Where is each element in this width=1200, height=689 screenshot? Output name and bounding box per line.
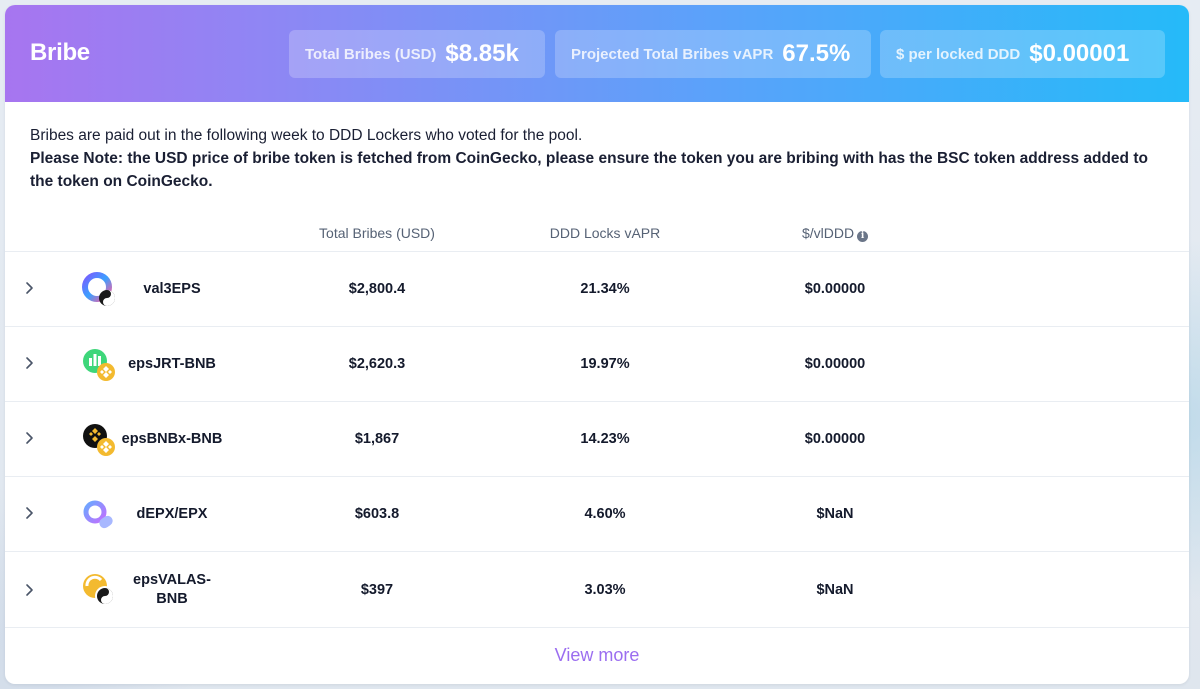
epsvalas-bnb-token-icon [81, 572, 117, 608]
table-header: Total Bribes (USD) DDD Locks vAPR $/vlDD… [5, 221, 1189, 251]
stat-value: $8.85k [445, 40, 519, 67]
total-bribes-value: $603.8 [354, 506, 400, 522]
chevron-right-icon[interactable] [21, 505, 37, 521]
depx-epx-token-icon [81, 497, 117, 533]
pool-name: epsJRT-BNB [128, 355, 216, 372]
bribe-panel: Bribe Total Bribes (USD) $8.85k Projecte… [5, 5, 1189, 684]
table-row[interactable]: epsJRT-BNB $2,620.3 19.97% $0.00000 [5, 326, 1189, 401]
view-more-link[interactable]: View more [554, 645, 640, 665]
per-locked-ddd-stat: $ per locked DDD $0.00001 [880, 30, 1165, 78]
total-bribes-value: $2,800.4 [348, 281, 406, 297]
projected-vapr-stat: Projected Total Bribes vAPR 67.5% [555, 30, 871, 78]
vapr-value: 14.23% [580, 431, 630, 447]
epsbnbx-bnb-token-icon [81, 422, 117, 458]
vapr-value: 3.03% [584, 581, 626, 598]
notes-warning: Please Note: the USD price of bribe toke… [30, 150, 1148, 190]
vapr-value: 19.97% [580, 356, 630, 372]
per-vlddd-value: $0.00000 [804, 281, 866, 297]
vapr-value: 21.34% [580, 281, 630, 297]
column-header-vapr: DDD Locks vAPR [549, 225, 661, 241]
per-vlddd-value: $0.00000 [804, 356, 866, 372]
column-header-per-vlddd: $/vlDDD i [755, 225, 915, 242]
column-header-label: $/vlDDD [801, 225, 855, 241]
epsjrt-bnb-token-icon [81, 347, 117, 383]
page-title: Bribe [30, 39, 90, 66]
per-vlddd-value: $NaN [816, 581, 854, 598]
pool-name: dEPX/EPX [136, 505, 208, 522]
total-bribes-value: $2,620.3 [348, 356, 406, 372]
bribe-notes: Bribes are paid out in the following wee… [30, 124, 1175, 193]
info-icon[interactable]: i [857, 231, 869, 242]
stat-label: $ per locked DDD [896, 45, 1021, 63]
column-header-total-bribes: Total Bribes (USD) [319, 225, 435, 241]
total-bribes-stat: Total Bribes (USD) $8.85k [289, 30, 545, 78]
total-bribes-value: $397 [360, 581, 394, 598]
vapr-value: 4.60% [584, 506, 626, 522]
chevron-right-icon[interactable] [21, 582, 37, 598]
stat-label: Projected Total Bribes vAPR [571, 45, 774, 63]
bribe-table: val3EPS $2,800.4 21.34% $0.00000 epsJRT- [5, 251, 1189, 628]
stat-value: 67.5% [782, 40, 851, 67]
val3eps-token-icon [81, 272, 117, 308]
chevron-right-icon[interactable] [21, 280, 37, 296]
pool-name: val3EPS [143, 280, 201, 297]
total-bribes-value: $1,867 [354, 431, 400, 447]
pool-name: epsBNBx-BNB [121, 430, 223, 447]
notes-line: Bribes are paid out in the following wee… [30, 127, 583, 144]
table-row[interactable]: epsBNBx-BNB $1,867 14.23% $0.00000 [5, 401, 1189, 476]
chevron-right-icon[interactable] [21, 355, 37, 371]
per-vlddd-value: $0.00000 [804, 431, 866, 447]
pool-name: epsVALAS-BNB [133, 571, 211, 607]
bribe-header: Bribe Total Bribes (USD) $8.85k Projecte… [5, 5, 1189, 102]
stat-label: Total Bribes (USD) [305, 45, 437, 63]
stat-value: $0.00001 [1029, 40, 1130, 67]
table-row[interactable]: epsVALAS-BNB $397 3.03% $NaN [5, 551, 1189, 628]
table-row[interactable]: val3EPS $2,800.4 21.34% $0.00000 [5, 251, 1189, 326]
table-row[interactable]: dEPX/EPX $603.8 4.60% $NaN [5, 476, 1189, 551]
per-vlddd-value: $NaN [816, 506, 854, 522]
chevron-right-icon[interactable] [21, 430, 37, 446]
